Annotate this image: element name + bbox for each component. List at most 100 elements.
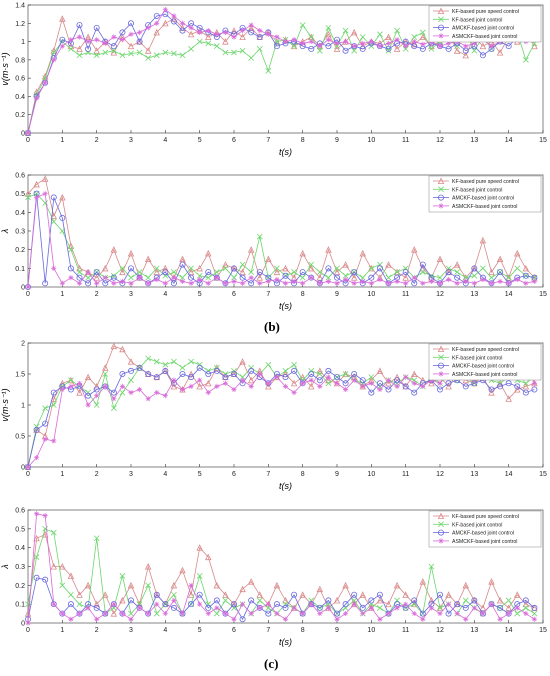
data-point [214,383,220,389]
y-tick-label: 0.2 [15,583,25,590]
data-point [462,274,469,281]
data-point [300,380,306,386]
legend-marker [437,529,444,536]
data-point [445,269,452,276]
data-point [471,597,478,604]
data-point [42,191,48,197]
data-point [316,269,323,275]
series-asmckf [25,191,538,290]
data-point [93,604,100,611]
data-point [342,261,349,268]
data-point [394,27,400,34]
data-point [463,278,469,284]
y-tick-label: 0 [21,285,25,292]
data-point [522,597,529,604]
data-point [291,43,297,50]
data-point [110,342,118,350]
data-point [385,47,392,54]
chart-panel-2: 0 1 2 3 4 5 6 7 8 9 10 11 12 13 14 1500.10.20.30.40.50.… [0,173,547,312]
data-point [377,386,383,393]
data-point [94,280,100,286]
data-point [300,610,306,617]
data-point [359,249,366,257]
data-point [85,280,92,287]
data-point [265,610,272,617]
data-point [522,600,530,608]
data-point [342,272,349,279]
data-point [128,274,134,281]
data-point [402,269,409,276]
data-point [25,284,31,290]
data-point [102,364,109,371]
data-point [282,368,289,374]
data-point [256,34,263,41]
data-point [119,37,126,43]
data-point [231,616,237,622]
data-point [505,380,512,387]
x-tick-label: 0 [26,137,30,144]
data-point [205,379,212,387]
data-point [437,280,443,286]
data-point [325,374,332,380]
legend-marker [438,371,444,377]
data-point [368,597,375,604]
data-point [248,383,254,389]
data-point [59,43,65,49]
legend: KF-based pure speed control KF-based join… [428,510,542,548]
data-point [368,264,375,272]
data-point [514,265,521,272]
x-tick-label: 5 [198,471,202,478]
data-point [248,280,255,287]
x-tick-label: 14 [505,627,513,634]
data-point [171,597,177,603]
data-point [496,49,504,56]
data-point [299,249,306,257]
data-point [368,38,374,45]
data-point [411,246,418,253]
data-point [411,34,418,40]
data-point [333,45,341,52]
data-point [33,511,40,517]
x-tick-label: 5 [198,627,202,634]
data-point [282,280,289,286]
x-tick-label: 13 [470,471,478,478]
data-point [136,29,143,36]
data-point [68,37,74,43]
data-point [385,386,392,393]
series-line [27,367,535,468]
data-point [68,275,74,281]
data-point [480,265,486,272]
data-point [497,383,504,390]
data-point [239,585,246,593]
data-point [128,50,134,57]
data-point [462,383,469,390]
data-point [93,52,100,59]
data-point [291,390,297,396]
data-point [531,604,538,611]
data-point [214,605,220,611]
data-point [282,38,289,45]
x-tick-label: 0 [26,471,30,478]
data-point [51,265,57,271]
data-point [462,604,469,611]
series-line [27,193,535,288]
data-point [445,591,452,598]
data-point [385,610,392,617]
data-point [128,390,134,396]
data-point [376,591,383,598]
data-point [454,269,461,275]
legend-marker [437,24,444,31]
data-point [222,374,229,381]
data-point [411,610,417,617]
data-point [411,600,418,608]
y-tick-label: 0.1 [15,602,25,609]
x-tick-label: 12 [436,627,444,634]
data-point [102,49,109,56]
data-point [359,34,366,40]
data-point [162,280,168,286]
data-point [247,246,255,253]
data-point [325,597,332,604]
data-point [394,269,400,275]
data-point [247,24,255,31]
data-point [308,45,315,52]
